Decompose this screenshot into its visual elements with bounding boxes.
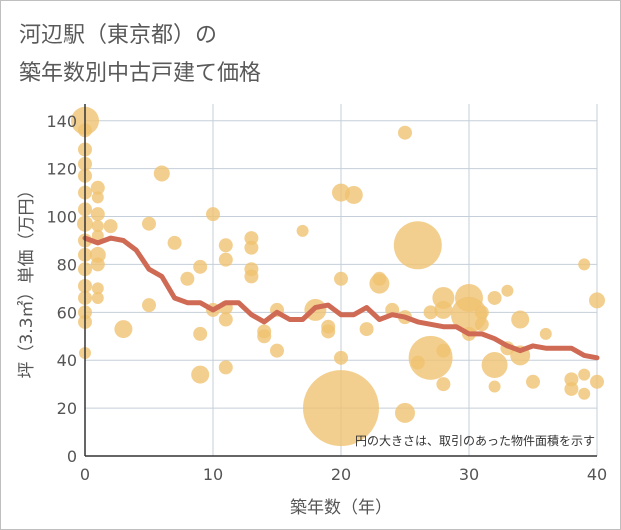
bubble-point-42 bbox=[244, 231, 259, 246]
bubble-point-81 bbox=[488, 380, 501, 393]
bubble-point-23 bbox=[91, 282, 104, 295]
chart-title-line-1: 河辺駅（東京都）の bbox=[19, 23, 218, 48]
bubble-point-19 bbox=[91, 220, 104, 233]
bubble-point-63 bbox=[398, 125, 412, 140]
bubble-point-17 bbox=[91, 191, 104, 204]
y-tick-label-140: 140 bbox=[46, 112, 77, 131]
bubble-point-50 bbox=[296, 224, 309, 237]
bubble-point-91 bbox=[578, 368, 591, 381]
bubble-point-82 bbox=[501, 284, 514, 297]
bubble-point-32 bbox=[193, 259, 208, 274]
y-axis-title: 坪（3.3㎡）単価（万円） bbox=[17, 181, 37, 378]
bubble-point-33 bbox=[193, 326, 208, 341]
bubble-point-87 bbox=[539, 327, 552, 340]
bubble-point-92 bbox=[578, 387, 591, 400]
bubble-point-68 bbox=[423, 305, 438, 320]
x-axis-title: 築年数（年） bbox=[290, 498, 392, 518]
bubble-point-66 bbox=[393, 221, 442, 270]
x-tick-label-10: 10 bbox=[203, 465, 223, 484]
bubble-point-73 bbox=[436, 377, 451, 392]
bubble-point-35 bbox=[206, 207, 220, 222]
x-tick-labels: 0 10 20 30 40 bbox=[80, 465, 607, 484]
y-tick-labels: 0 20 40 60 80 100 120 140 bbox=[46, 112, 77, 466]
bubble-point-26 bbox=[114, 320, 133, 339]
chart-title-line-2: 築年数別中古戸建て価格 bbox=[19, 61, 262, 86]
bubble-point-20 bbox=[91, 229, 104, 242]
bubble-point-43 bbox=[244, 240, 259, 255]
bubble-point-18 bbox=[90, 207, 105, 222]
y-tick-label-120: 120 bbox=[46, 160, 77, 179]
bubble-point-37 bbox=[218, 238, 233, 253]
bubble-point-31 bbox=[180, 271, 195, 286]
y-tick-label-80: 80 bbox=[57, 255, 77, 274]
bubble-point-34 bbox=[191, 365, 210, 384]
bubble-point-78 bbox=[474, 317, 489, 332]
bubble-point-53 bbox=[321, 324, 336, 339]
bubble-point-49 bbox=[270, 343, 284, 358]
bubble-point-22 bbox=[90, 257, 105, 272]
bubble-point-69 bbox=[408, 335, 453, 380]
x-tick-label-40: 40 bbox=[587, 465, 607, 484]
bubble-point-59 bbox=[359, 322, 374, 337]
bubble-point-28 bbox=[142, 298, 156, 313]
bubble-point-47 bbox=[257, 329, 272, 344]
x-tick-label-20: 20 bbox=[331, 465, 351, 484]
bubble-point-80 bbox=[481, 352, 508, 379]
y-tick-label-20: 20 bbox=[57, 399, 77, 418]
bubble-point-16 bbox=[90, 180, 105, 195]
bubble-point-84 bbox=[511, 310, 530, 329]
bubble-point-90 bbox=[578, 258, 591, 271]
x-tick-label-30: 30 bbox=[459, 465, 479, 484]
bubble-point-24 bbox=[91, 291, 104, 304]
y-tick-label-0: 0 bbox=[67, 447, 77, 466]
bubble-point-57 bbox=[303, 370, 379, 447]
bubble-point-72 bbox=[436, 343, 451, 358]
bubble-point-30 bbox=[167, 235, 182, 250]
bubble-point-56 bbox=[334, 350, 348, 365]
bubble-layer bbox=[71, 106, 605, 447]
bubble-point-77 bbox=[474, 305, 489, 320]
bubble-point-93 bbox=[589, 292, 605, 309]
bubble-point-65 bbox=[395, 402, 415, 423]
bubble-point-41 bbox=[218, 360, 233, 375]
bubble-point-58 bbox=[344, 185, 363, 204]
bubble-point-40 bbox=[218, 312, 233, 327]
trend-line bbox=[82, 235, 600, 361]
bubble-point-71 bbox=[434, 300, 453, 319]
bubble-point-38 bbox=[218, 252, 233, 267]
y-tick-label-60: 60 bbox=[57, 303, 77, 322]
bubble-point-55 bbox=[334, 271, 348, 286]
bubble-point-29 bbox=[153, 165, 170, 182]
bubble-point-25 bbox=[103, 219, 118, 234]
bubble-point-45 bbox=[244, 269, 259, 284]
bubble-point-88 bbox=[564, 372, 579, 387]
bubble-point-27 bbox=[142, 216, 156, 231]
bubble-point-89 bbox=[564, 381, 579, 396]
bubble-size-note: 円の大きさは、取引のあった物件面積を示す bbox=[355, 433, 595, 448]
y-tick-label-40: 40 bbox=[57, 351, 77, 370]
bubble-point-61 bbox=[369, 273, 390, 294]
bubble-point-94 bbox=[590, 374, 604, 389]
y-tick-label-100: 100 bbox=[46, 208, 77, 227]
x-tick-label-0: 0 bbox=[80, 465, 90, 484]
bubble-point-79 bbox=[487, 290, 502, 305]
bubble-point-86 bbox=[526, 374, 540, 389]
